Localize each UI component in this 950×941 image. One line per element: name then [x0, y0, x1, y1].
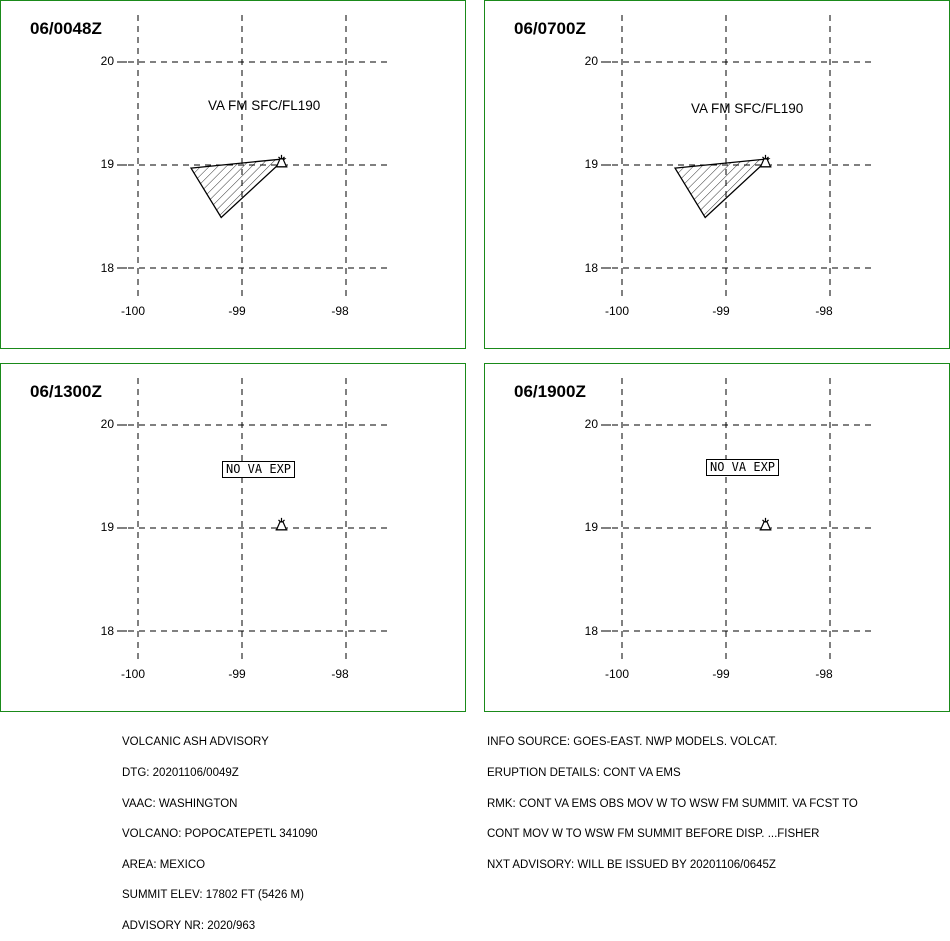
panel-2: 06/0700Z 20 19 18 -100 -99 -98 VA FM SFC…	[484, 0, 950, 349]
lat-tick: 18	[100, 624, 114, 638]
no-va-expected-box: NO VA EXP	[706, 459, 780, 476]
advisory-line: VOLCANO: POPOCATEPETL 341090	[122, 828, 318, 841]
lat-tick: 18	[584, 261, 598, 275]
advisory-details-block: INFO SOURCE: GOES-EAST. NWP MODELS. VOLC…	[487, 717, 858, 880]
map-canvas	[601, 378, 872, 662]
panel-time: 06/0700Z	[514, 19, 586, 38]
panel-3: 06/1300Z 20 19 18 -100 -99 -98 NO VA EXP	[0, 363, 466, 712]
lat-tick: 20	[100, 417, 114, 431]
lon-tick: -98	[331, 667, 349, 681]
lon-tick: -100	[604, 667, 630, 681]
no-va-expected-box: NO VA EXP	[222, 461, 296, 478]
volcano-icon	[759, 154, 772, 168]
advisory-line: ADVISORY NR: 2020/963	[122, 920, 256, 933]
panel-time: 06/0048Z	[30, 19, 102, 38]
lon-tick: -100	[120, 667, 146, 681]
advisory-line: AREA: MEXICO	[122, 858, 206, 871]
lon-tick: -99	[712, 304, 730, 318]
advisory-line: ERUPTION DETAILS: CONT VA EMS	[487, 767, 681, 780]
advisory-line: CONT MOV W TO WSW FM SUMMIT BEFORE DISP.…	[487, 828, 820, 841]
ash-height-label: VA FM SFC/FL190	[208, 98, 321, 113]
lon-tick: -99	[228, 304, 246, 318]
map-canvas	[117, 378, 388, 662]
panel-time: 06/1300Z	[30, 382, 102, 401]
panel-4: 06/1900Z 20 19 18 -100 -99 -98 NO VA EXP	[484, 363, 950, 712]
lon-tick: -100	[120, 304, 146, 318]
lon-tick: -99	[228, 667, 246, 681]
lat-tick: 18	[584, 624, 598, 638]
ash-cloud-polygon	[673, 157, 771, 219]
advisory-line: RMK: CONT VA EMS OBS MOV W TO WSW FM SUM…	[487, 797, 858, 810]
lat-tick: 19	[100, 157, 114, 171]
volcano-icon	[759, 517, 772, 531]
lat-tick: 20	[584, 54, 598, 68]
map-canvas	[117, 15, 388, 299]
lat-tick: 20	[584, 417, 598, 431]
lat-tick: 20	[100, 54, 114, 68]
lon-tick: -98	[815, 304, 833, 318]
lon-tick: -98	[331, 304, 349, 318]
lat-tick: 19	[584, 520, 598, 534]
lon-tick: -100	[604, 304, 630, 318]
lat-tick: 19	[584, 157, 598, 171]
volcano-icon	[275, 154, 288, 168]
lat-tick: 19	[100, 520, 114, 534]
advisory-line: VOLCANIC ASH ADVISORY	[122, 736, 269, 749]
ash-height-label: VA FM SFC/FL190	[691, 101, 804, 116]
lon-tick: -99	[712, 667, 730, 681]
ash-cloud-polygon	[189, 157, 287, 219]
lat-tick: 18	[100, 261, 114, 275]
advisory-line: DTG: 20201106/0049Z	[122, 767, 239, 780]
lon-tick: -98	[815, 667, 833, 681]
advisory-line: NXT ADVISORY: WILL BE ISSUED BY 20201106…	[487, 858, 776, 871]
advisory-line: VAAC: WASHINGTON	[122, 797, 238, 810]
volcano-icon	[275, 517, 288, 531]
panel-1: 06/0048Z 20 19 18 -100 -99 -98 VA FM SFC…	[0, 0, 466, 349]
advisory-line: INFO SOURCE: GOES-EAST. NWP MODELS. VOLC…	[487, 736, 778, 749]
panel-time: 06/1900Z	[514, 382, 586, 401]
advisory-line: SUMMIT ELEV: 17802 FT (5426 M)	[122, 889, 304, 902]
advisory-header-block: VOLCANIC ASH ADVISORY DTG: 20201106/0049…	[122, 717, 318, 941]
map-canvas	[601, 15, 872, 299]
